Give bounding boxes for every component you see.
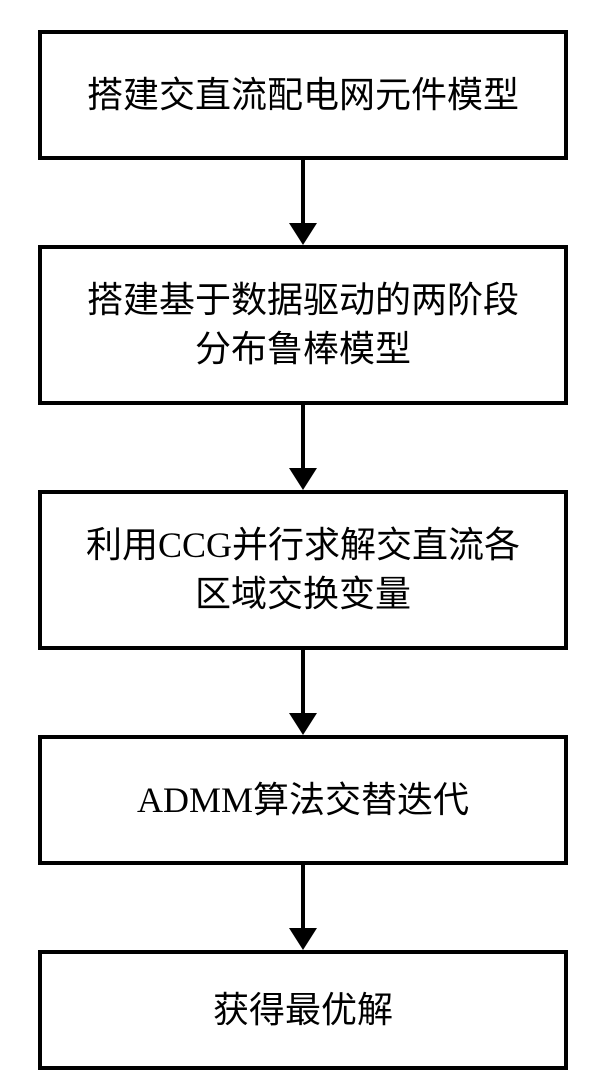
flow-node-label: 利用CCG并行求解交直流各 区域交换变量 [86,521,520,618]
flow-node-n2: 搭建基于数据驱动的两阶段 分布鲁棒模型 [38,245,568,405]
flow-node-label: 获得最优解 [213,986,393,1035]
flow-node-n5: 获得最优解 [38,950,568,1070]
flow-node-n3: 利用CCG并行求解交直流各 区域交换变量 [38,490,568,650]
flow-node-label: ADMM算法交替迭代 [137,776,469,825]
flow-node-label: 搭建基于数据驱动的两阶段 分布鲁棒模型 [87,276,519,373]
flow-node-n4: ADMM算法交替迭代 [38,735,568,865]
flow-node-n1: 搭建交直流配电网元件模型 [38,30,568,160]
flow-node-label: 搭建交直流配电网元件模型 [87,71,519,120]
flowchart-canvas: 搭建交直流配电网元件模型搭建基于数据驱动的两阶段 分布鲁棒模型利用CCG并行求解… [0,0,607,1085]
